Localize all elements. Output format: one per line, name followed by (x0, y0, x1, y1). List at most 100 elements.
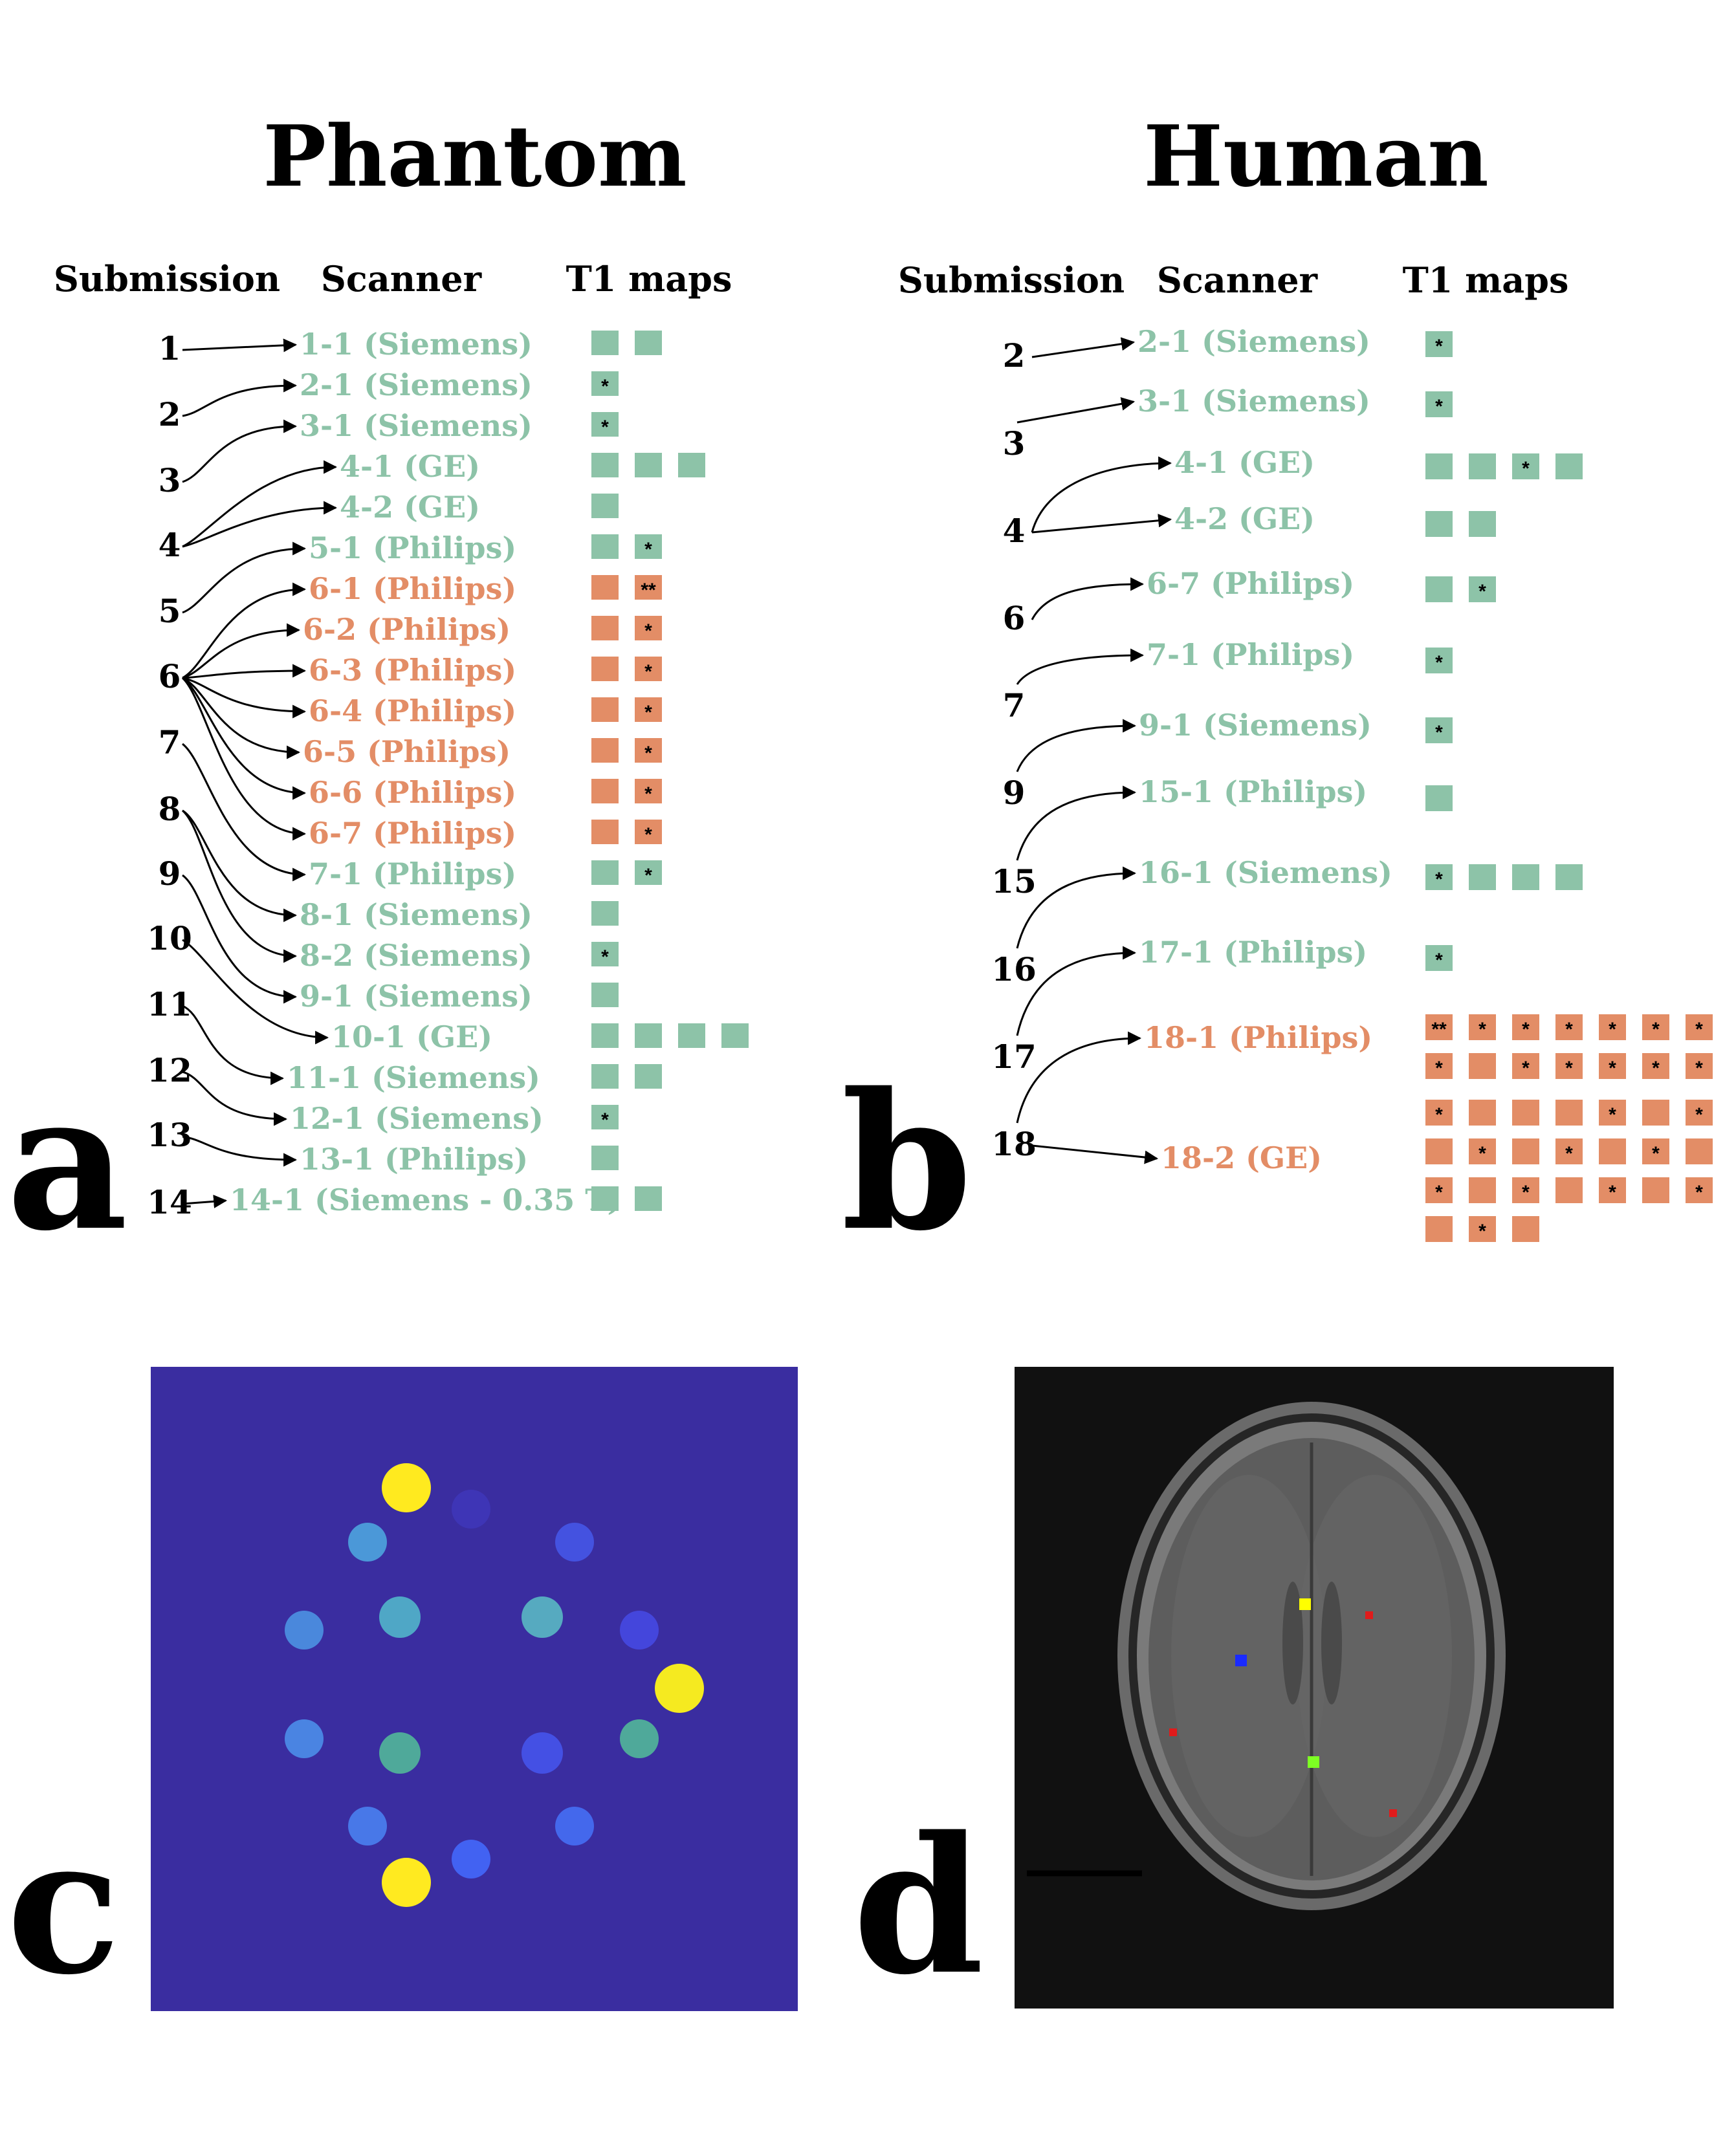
scanner-label: 7-1 (Philips) (309, 856, 516, 891)
t1-map-square (1469, 864, 1496, 890)
submission-arrow (182, 1194, 228, 1208)
submission-number: 12 (147, 1051, 192, 1089)
t1-map-square (1555, 453, 1583, 479)
phantom-sphere (348, 1523, 387, 1562)
t1-map-square (1555, 1014, 1583, 1040)
submission-arrow (182, 501, 338, 548)
submission-number: 18 (991, 1125, 1037, 1163)
roi-marker (1169, 1728, 1177, 1736)
grey-matter-left (1171, 1475, 1326, 1837)
t1-map-square (591, 453, 619, 477)
panel-b: Human Submission Scanner T1 maps 2 3 4 6 7 9 1… (841, 107, 1713, 1272)
submission-arrow (1016, 866, 1137, 949)
scanner-label: 3-1 (Siemens) (1137, 384, 1370, 419)
submission-arrow (1031, 337, 1136, 358)
significance-mark: * (1522, 458, 1530, 479)
phantom-spheres (285, 1463, 704, 1907)
t1-map-square (1425, 331, 1453, 357)
t1-map-square (1599, 1100, 1626, 1126)
submission-number: 13 (147, 1116, 192, 1154)
submission-number: 15 (991, 862, 1037, 900)
t1-map-square (591, 1186, 619, 1211)
submission-number: 7 (1003, 686, 1026, 724)
panel-d: d (853, 1367, 1614, 2016)
significance-mark: * (1695, 1019, 1703, 1040)
t1-map-square (1599, 1053, 1626, 1079)
panel-c-letter: c (6, 1796, 121, 2016)
scanner-label: 11-1 (Siemens) (287, 1060, 540, 1095)
phantom-sphere (285, 1719, 324, 1758)
significance-mark: * (644, 620, 652, 642)
significance-mark: * (1478, 1143, 1486, 1164)
phantom-sphere (522, 1596, 563, 1638)
significance-mark: * (601, 376, 609, 397)
significance-mark: * (644, 783, 652, 805)
submission-number: 2 (1003, 336, 1026, 375)
t1-map-square (635, 453, 662, 477)
t1-map-square (1555, 1177, 1583, 1203)
submission-arrow (1031, 577, 1145, 620)
significance-mark: * (1435, 950, 1443, 971)
t1-map-square (1642, 1177, 1669, 1203)
t1-map-square (1512, 1100, 1539, 1126)
submission-arrow (1016, 785, 1137, 861)
t1-map-square (1469, 511, 1496, 537)
scanner-label: 6-2 (Philips) (303, 612, 511, 647)
scanner-label: 12-1 (Siemens) (290, 1101, 544, 1136)
t1-map-square (721, 1023, 749, 1048)
t1-map-square (1555, 864, 1583, 890)
t1-map-square (591, 697, 619, 722)
panel-b-scanner-rows: 2-1 (Siemens) * 3-1 (Siemens) * 4-1 (GE) * 4-2… (1137, 324, 1713, 1242)
significance-mark: * (1478, 1221, 1486, 1242)
phantom-sphere (452, 1490, 490, 1529)
roi-marker (1308, 1756, 1319, 1768)
significance-mark: * (644, 702, 652, 723)
submission-arrow (182, 743, 307, 882)
submission-arrow (1016, 1031, 1142, 1124)
t1-map-square (1425, 1053, 1453, 1079)
significance-mark: * (1478, 581, 1486, 602)
t1-map-square (1425, 453, 1453, 479)
scanner-label: 6-7 (Philips) (309, 816, 516, 851)
t1-map-square (1686, 1100, 1713, 1126)
submission-arrow (182, 460, 338, 548)
significance-mark: * (601, 1109, 609, 1131)
roi-marker (1235, 1655, 1247, 1666)
scanner-label: 18-1 (Philips) (1144, 1020, 1372, 1055)
significance-mark: * (1435, 1104, 1443, 1126)
scanner-label: 9-1 (Siemens) (300, 979, 533, 1014)
submission-number: 6 (1003, 599, 1026, 637)
significance-mark: * (1478, 1019, 1486, 1040)
significance-mark: * (1565, 1143, 1573, 1164)
lateral-ventricle-right (1321, 1582, 1342, 1704)
t1-map-square (591, 494, 619, 518)
phantom-sphere (555, 1807, 594, 1846)
t1-map-square (635, 616, 662, 640)
phantom-sphere (348, 1807, 387, 1846)
t1-map-square (1425, 1216, 1453, 1242)
panel-b-letter: b (841, 1052, 972, 1272)
t1-map-square (1642, 1100, 1669, 1126)
significance-mark: * (601, 417, 609, 438)
scanner-label: 6-7 (Philips) (1147, 566, 1354, 601)
panel-a-title: Phantom (263, 107, 687, 206)
roi-marker (1365, 1611, 1373, 1619)
submission-arrow (182, 677, 307, 719)
scanner-label: 6-1 (Philips) (309, 571, 516, 606)
scanner-label: 5-1 (Philips) (309, 530, 516, 565)
panel-d-letter: d (853, 1796, 984, 2016)
submission-arrow (182, 1005, 285, 1085)
submission-arrow (1016, 397, 1136, 424)
t1-map-square (1425, 576, 1453, 602)
submission-number: 8 (159, 790, 181, 828)
t1-map-square (635, 779, 662, 803)
submission-arrow (1016, 648, 1145, 685)
t1-map-square (591, 901, 619, 926)
t1-map-square (635, 1064, 662, 1089)
scanner-label: 3-1 (Siemens) (300, 408, 533, 443)
roi-marker (1389, 1809, 1397, 1817)
brain-slice (1027, 1402, 1506, 1910)
t1-map-square (591, 779, 619, 803)
